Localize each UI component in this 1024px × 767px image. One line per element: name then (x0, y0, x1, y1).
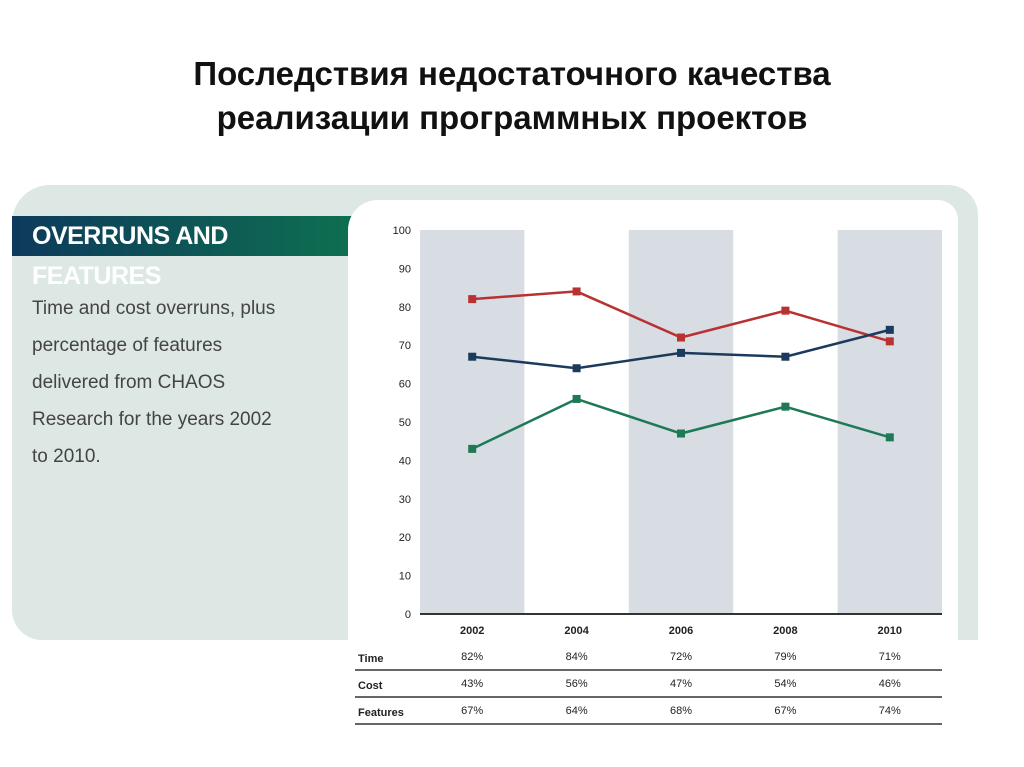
y-tick-label: 80 (399, 302, 411, 314)
data-point (885, 337, 894, 346)
x-tick-label: 2010 (878, 625, 902, 637)
data-point (468, 352, 477, 361)
data-point (572, 364, 581, 373)
y-tick-label: 100 (393, 225, 411, 237)
data-point (677, 333, 685, 342)
x-tick-label: 2008 (773, 625, 797, 637)
table-cell: 43% (461, 678, 483, 690)
y-tick-label: 20 (399, 532, 411, 544)
data-point (781, 306, 790, 315)
y-tick-label: 30 (399, 494, 411, 506)
table-cell: 64% (566, 705, 588, 717)
table-cell: 56% (566, 678, 588, 690)
x-tick-label: 2006 (669, 625, 693, 637)
y-tick-label: 40 (399, 455, 411, 467)
table-cell: 71% (879, 651, 901, 663)
table-row-label: Time (358, 653, 383, 665)
data-point (885, 433, 894, 442)
y-tick-label: 0 (405, 609, 411, 621)
title-line-2: реализации программных проектов (216, 99, 808, 136)
table-cell: 67% (461, 705, 483, 717)
y-tick-label: 70 (399, 340, 411, 352)
data-point (677, 348, 685, 357)
y-tick-label: 50 (399, 417, 411, 429)
y-tick-label: 90 (399, 263, 411, 275)
data-point (781, 402, 790, 411)
title-line-1: Последствия недостаточного качества (193, 55, 831, 92)
table-cell: 79% (774, 651, 796, 663)
table-row-label: Cost (358, 680, 383, 692)
y-tick-label: 60 (399, 379, 411, 391)
data-point (468, 295, 477, 304)
table-cell: 67% (774, 705, 796, 717)
data-point (572, 394, 581, 403)
data-point (781, 352, 790, 361)
table-cell: 72% (670, 651, 692, 663)
table-cell: 68% (670, 705, 692, 717)
table-cell: 82% (461, 651, 483, 663)
data-point (677, 429, 685, 438)
data-point (885, 325, 894, 334)
slide-title: Последствия недостаточного качества реал… (0, 52, 1024, 140)
table-cell: 46% (879, 678, 901, 690)
table-cell: 74% (879, 705, 901, 717)
data-point (572, 287, 581, 296)
x-tick-label: 2002 (460, 625, 484, 637)
data-point (468, 444, 477, 453)
chart-header: OVERRUNS AND FEATURES (12, 216, 357, 290)
table-cell: 54% (774, 678, 796, 690)
column-band (420, 230, 525, 614)
x-tick-label: 2004 (564, 625, 589, 637)
table-cell: 47% (670, 678, 692, 690)
table-row-label: Features (358, 707, 404, 719)
table-cell: 84% (566, 651, 588, 663)
chart-description: Time and cost overruns, plus percentage … (32, 298, 276, 467)
y-tick-label: 10 (399, 571, 411, 583)
column-band (837, 230, 942, 614)
